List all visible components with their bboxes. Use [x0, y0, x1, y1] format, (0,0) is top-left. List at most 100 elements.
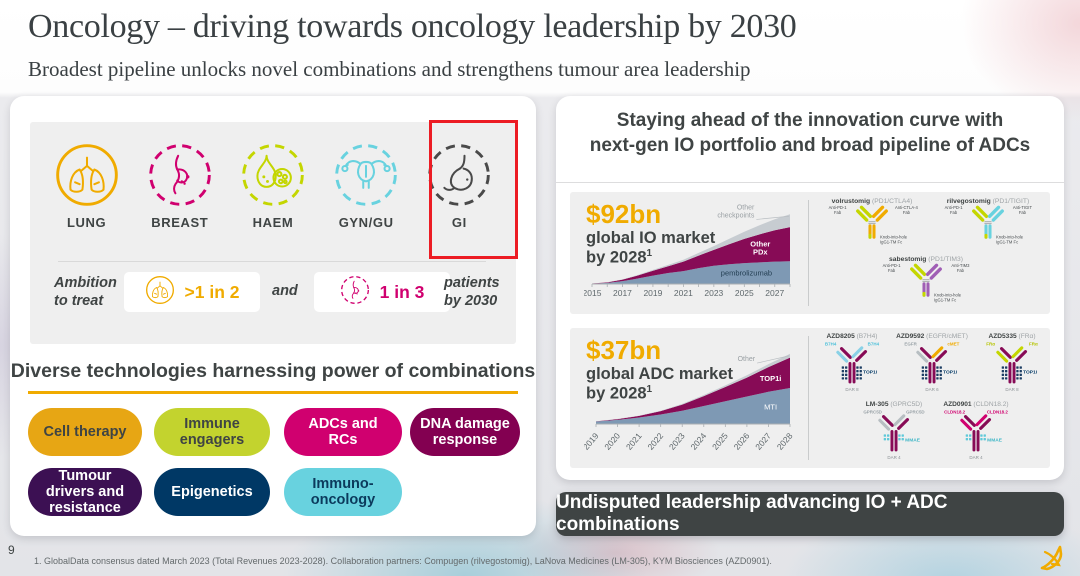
breast-icon: [340, 275, 370, 310]
antibody-diagram-AZD9592: AZD9592 (EGFR/cMET) EGFR cMET TOP1i DAR …: [896, 333, 968, 392]
tumour-area-label: LUNG: [66, 215, 107, 230]
svg-text:AZD8205 (B7H4): AZD8205 (B7H4): [827, 333, 878, 340]
svg-text:DAR 6: DAR 6: [925, 387, 939, 392]
lungs-icon: [145, 275, 174, 304]
svg-text:MTI: MTI: [764, 403, 777, 412]
divider: [556, 182, 1064, 183]
antibody-diagram-AZD0901: AZD0901 (CLDN18.2) CLDN18.2 CLDN18.2 MMA…: [943, 401, 1009, 460]
breast-icon: [340, 275, 369, 304]
svg-text:2023: 2023: [667, 431, 687, 452]
tumour-area-label: GI: [451, 215, 467, 230]
antibody-diagram-sabestomig: sabestomig (PD1/TIM3) Anti-PD-1 Fab Anti-…: [883, 256, 971, 302]
innovation-heading-line2: next-gen IO portfolio and broad pipeline…: [589, 134, 1031, 156]
svg-text:2021: 2021: [674, 288, 693, 298]
svg-text:2019: 2019: [643, 288, 662, 298]
svg-text:EGFR: EGFR: [904, 342, 917, 347]
svg-text:AZD9592 (EGFR/cMET): AZD9592 (EGFR/cMET): [896, 333, 968, 340]
technology-pill-dna-damage-response: DNA damage response: [410, 408, 520, 456]
io-antibody-sabestomig: sabestomig (PD1/TIM3) Anti-PD-1 Fab Anti-…: [870, 254, 982, 315]
adc-market-value: $37bn: [586, 335, 662, 365]
svg-text:TOP1i: TOP1i: [760, 374, 782, 383]
svg-text:PDx: PDx: [753, 247, 768, 256]
lungs-icon: [145, 275, 175, 310]
adc-market-label-line1: global ADC market: [586, 364, 734, 383]
astrazeneca-logo: [1040, 545, 1063, 571]
svg-text:AZD0901 (CLDN18.2): AZD0901 (CLDN18.2): [943, 401, 1008, 408]
svg-text:B7H4: B7H4: [825, 342, 837, 347]
tumour-area-haem: HAEM: [227, 142, 319, 230]
svg-text:pembrolizumab: pembrolizumab: [721, 269, 772, 278]
adc-market-label-line2: by 20281: [586, 384, 653, 403]
technology-pill-cell-therapy: Cell therapy: [28, 408, 142, 456]
divider: [58, 261, 486, 262]
svg-text:DAR 8: DAR 8: [845, 387, 859, 392]
uterus-icon: [335, 144, 397, 206]
svg-text:2025: 2025: [735, 288, 754, 298]
io-antibody-volrustomig: volrustomig (PD1/CTLA4) Anti-PD-1 Fab Ant…: [816, 196, 928, 257]
tumour-area-breast: BREAST: [134, 142, 226, 230]
ambition-stat-lung-value: >1 in 2: [184, 281, 240, 302]
ambition-suffix: patients by 2030: [444, 275, 500, 310]
adc-market-panel: $37bn global ADC market by 20281 2019 202…: [570, 328, 1050, 468]
adc-antibody-AZD5335: AZD5335 (FRα) FRα FRα TOP1i DAR 8: [974, 330, 1050, 403]
tumour-area-label: GYN/GU: [338, 215, 394, 230]
tumour-panel: LUNG BREAST HAEM GYN/GU GI Ambition to t…: [30, 122, 516, 344]
svg-text:rilvegostomig (PD1/TIGIT): rilvegostomig (PD1/TIGIT): [947, 198, 1030, 205]
adc-antibody-AZD8205: AZD8205 (B7H4) B7H4 B7H4 TOP1i DAR 8: [814, 330, 890, 403]
svg-text:Other: Other: [738, 356, 756, 363]
svg-text:GPRC5D: GPRC5D: [863, 410, 882, 415]
io-market-value: $92bn: [586, 199, 662, 229]
innovation-heading: Staying ahead of the innovation curve wi…: [556, 109, 1064, 158]
conclusion-banner: Undisputed leadership advancing IO + ADC…: [556, 492, 1064, 536]
svg-text:CLDN18.2: CLDN18.2: [944, 410, 966, 415]
breast-icon: [148, 144, 211, 206]
svg-text:TOP1i: TOP1i: [1023, 370, 1037, 376]
adc-antibody-AZD9592: AZD9592 (EGFR/cMET) EGFR cMET TOP1i DAR …: [894, 330, 970, 403]
io-market-label-line1: global IO market: [586, 228, 716, 247]
svg-text:Other: Other: [737, 204, 755, 211]
technology-pill-immuno-oncology: Immuno-oncology: [284, 468, 402, 516]
page-title: Oncology – driving towards oncology lead…: [28, 8, 797, 45]
antibody-diagram-AZD5335: AZD5335 (FRα) FRα FRα TOP1i DAR 8: [986, 333, 1038, 392]
antibody-diagram-LM-305: LM-305 (GPRC5D) GPRC5D GPRC5D MMAE DAR 4: [863, 401, 925, 460]
svg-text:sabestomig (PD1/TIM3): sabestomig (PD1/TIM3): [889, 256, 963, 263]
innovation-card: Staying ahead of the innovation curve wi…: [556, 96, 1064, 480]
adc-antibody-LM-305: LM-305 (GPRC5D) GPRC5D GPRC5D MMAE DAR 4: [856, 398, 932, 471]
blood-drop-icon: [242, 144, 304, 206]
page-subtitle: Broadest pipeline unlocks novel combinat…: [28, 57, 751, 81]
ambition-prefix: Ambition to treat: [54, 275, 117, 310]
ambition-stat-lung: >1 in 2: [124, 272, 260, 312]
technologies-heading: Diverse technologies harnessing power of…: [10, 360, 536, 382]
antibody-diagram-volrustomig: volrustomig (PD1/CTLA4) Anti-PD-1 Fab Ant…: [829, 198, 919, 244]
lungs-icon: [55, 144, 118, 206]
svg-text:CLDN18.2: CLDN18.2: [987, 410, 1009, 415]
svg-text:MMAE: MMAE: [905, 438, 921, 444]
technology-pill-adcs-and-rcs: ADCs and RCs: [284, 408, 402, 456]
svg-text:FRα: FRα: [1029, 342, 1038, 347]
svg-text:2021: 2021: [624, 431, 644, 452]
technology-pill-immune-engagers: Immune engagers: [154, 408, 270, 456]
svg-text:MMAE: MMAE: [987, 438, 1003, 444]
io-market-label-line2: by 20281: [586, 248, 653, 267]
svg-text:checkpoints: checkpoints: [717, 212, 754, 219]
svg-text:2017: 2017: [613, 288, 632, 298]
svg-text:2028: 2028: [775, 431, 795, 452]
io-antibody-rilvegostomig: rilvegostomig (PD1/TIGIT) Anti-PD-1 Fab A…: [932, 196, 1044, 257]
tumour-area-gi: GI: [413, 142, 505, 230]
svg-text:volrustomig (PD1/CTLA4): volrustomig (PD1/CTLA4): [832, 198, 913, 205]
antibody-diagram-AZD8205: AZD8205 (B7H4) B7H4 B7H4 TOP1i DAR 8: [825, 333, 880, 392]
adc-market-chart: 2019 2020 2021 2022 2023 2024 2025 2026 2027 2028…: [584, 353, 795, 452]
svg-text:2023: 2023: [704, 288, 723, 298]
gi-highlight-box: [429, 120, 518, 259]
svg-text:Other: Other: [750, 239, 770, 248]
tumour-area-label: BREAST: [151, 215, 209, 230]
technology-pill-tumour-drivers-and-resistance: Tumour drivers and resistance: [28, 468, 142, 516]
